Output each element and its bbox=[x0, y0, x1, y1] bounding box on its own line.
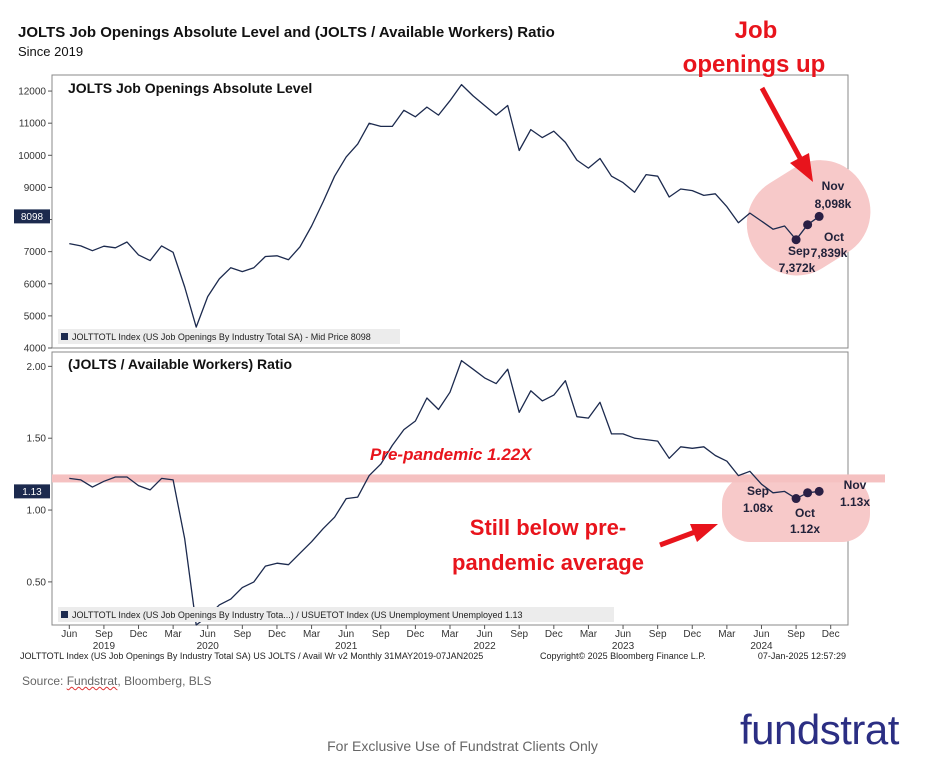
x-year-label: 2023 bbox=[612, 641, 635, 652]
arrow-job-head bbox=[790, 153, 813, 182]
source-note: Source: Fundstrat, Bloomberg, BLS bbox=[22, 674, 211, 688]
disclaimer: For Exclusive Use of Fundstrat Clients O… bbox=[327, 738, 598, 754]
arrow-job-shaft bbox=[759, 86, 803, 160]
x-tick-label: Dec bbox=[406, 629, 424, 640]
y-tick-label: 4000 bbox=[24, 344, 47, 355]
x-tick-label: Jun bbox=[200, 629, 216, 640]
annotation-job-line1: Job bbox=[735, 17, 778, 44]
label-sep-value: 7,372k bbox=[779, 261, 816, 275]
x-tick-label: Mar bbox=[303, 629, 321, 640]
annotation-job-line2: openings up bbox=[683, 51, 826, 78]
x-tick-label: Dec bbox=[822, 629, 840, 640]
last-value-tag-bottom: 1.13 bbox=[22, 487, 42, 498]
highlight-dot-sep bbox=[791, 235, 801, 245]
y-tick-label: 11000 bbox=[19, 119, 47, 130]
x-tick-label: Sep bbox=[649, 629, 667, 640]
series-line-job-openings bbox=[69, 83, 820, 328]
y-tick-label: 1.00 bbox=[27, 506, 47, 517]
pre-pandemic-band bbox=[52, 474, 885, 483]
highlight-dot-oct bbox=[803, 220, 813, 230]
x-tick-label: Sep bbox=[233, 629, 251, 640]
legend-top-bg bbox=[58, 329, 400, 344]
label-oct-month: Oct bbox=[795, 506, 815, 520]
x-tick-label: Dec bbox=[130, 629, 148, 640]
series-line-ratio bbox=[69, 359, 820, 626]
label-nov-value: 1.13x bbox=[840, 495, 870, 509]
annotation-below-line2: pandemic average bbox=[452, 550, 644, 575]
arrow-below-head bbox=[690, 524, 718, 542]
x-year-label: 2022 bbox=[473, 641, 496, 652]
y-tick-label: 9000 bbox=[24, 183, 47, 194]
x-tick-label: Jun bbox=[338, 629, 354, 640]
legend-bottom-swatch bbox=[61, 611, 68, 618]
label-sep-month: Sep bbox=[788, 244, 810, 258]
x-year-label: 2019 bbox=[93, 641, 116, 652]
x-tick-label: Mar bbox=[441, 629, 459, 640]
footer-left: JOLTTOTL Index (US Job Openings By Indus… bbox=[20, 651, 483, 661]
highlight-blob-top bbox=[746, 160, 871, 276]
page-title: JOLTS Job Openings Absolute Level and (J… bbox=[18, 24, 555, 41]
x-tick-label: Sep bbox=[787, 629, 805, 640]
x-tick-label: Mar bbox=[165, 629, 183, 640]
arrow-below-shaft bbox=[659, 529, 696, 548]
annotation-below-line1: Still below pre- bbox=[470, 515, 626, 540]
x-tick-label: Jun bbox=[61, 629, 77, 640]
y-tick-label: 6000 bbox=[24, 279, 47, 290]
x-tick-label: Sep bbox=[95, 629, 113, 640]
label-oct-value: 1.12x bbox=[790, 522, 820, 536]
y-tick-label: 0.50 bbox=[27, 577, 47, 588]
y-tick-label: 12000 bbox=[18, 87, 46, 98]
x-tick-label: Dec bbox=[268, 629, 286, 640]
y-tick-label: 5000 bbox=[24, 311, 47, 322]
label-oct-value: 7,839k bbox=[811, 246, 848, 260]
legend-top-swatch bbox=[61, 333, 68, 340]
x-year-label: 2020 bbox=[197, 641, 220, 652]
highlight-blob-bottom bbox=[722, 476, 870, 542]
x-tick-label: Dec bbox=[545, 629, 563, 640]
y-tick-label: 1.50 bbox=[27, 434, 47, 445]
highlight-dot-nov bbox=[814, 211, 824, 221]
source-prefix: Source: bbox=[22, 674, 67, 688]
panel1-frame bbox=[51, 74, 849, 349]
y-tick-label: 2.00 bbox=[27, 362, 47, 373]
panel2-title: (JOLTS / Available Workers) Ratio bbox=[68, 356, 292, 372]
footer-right: 07-Jan-2025 12:57:29 bbox=[758, 651, 846, 661]
y-tick-label: 7000 bbox=[24, 247, 47, 258]
pre-pandemic-label: Pre-pandemic 1.22X bbox=[370, 445, 533, 464]
x-tick-label: Mar bbox=[580, 629, 598, 640]
label-nov-value: 8,098k bbox=[815, 197, 852, 211]
x-tick-label: Jun bbox=[477, 629, 493, 640]
label-sep-month: Sep bbox=[747, 484, 769, 498]
highlight-dot-sep bbox=[791, 494, 801, 504]
footer-middle: Copyright© 2025 Bloomberg Finance L.P. bbox=[540, 651, 706, 661]
x-year-label: 2024 bbox=[750, 641, 773, 652]
page-subtitle: Since 2019 bbox=[18, 44, 84, 59]
last-value-tag-top-box bbox=[14, 209, 50, 224]
source-rest: , Bloomberg, BLS bbox=[117, 674, 212, 688]
label-nov-month: Nov bbox=[844, 478, 867, 492]
x-tick-label: Sep bbox=[372, 629, 390, 640]
source-fundstrat: Fundstrat bbox=[66, 674, 118, 688]
x-tick-label: Mar bbox=[718, 629, 736, 640]
label-oct-month: Oct bbox=[824, 230, 844, 244]
x-tick-label: Jun bbox=[615, 629, 631, 640]
x-tick-label: Jun bbox=[753, 629, 769, 640]
x-tick-label: Dec bbox=[683, 629, 701, 640]
panel1-title: JOLTS Job Openings Absolute Level bbox=[68, 80, 312, 96]
legend-bottom: JOLTTOTL Index (US Job Openings By Indus… bbox=[72, 610, 523, 620]
highlight-dot-nov bbox=[814, 486, 824, 496]
last-value-tag-top: 8098 bbox=[21, 212, 44, 223]
legend-bottom-bg bbox=[58, 607, 614, 622]
label-sep-value: 1.08x bbox=[743, 501, 773, 515]
label-nov-month: Nov bbox=[822, 179, 845, 193]
x-tick-label: Sep bbox=[510, 629, 528, 640]
last-value-tag-bottom-box bbox=[14, 484, 50, 499]
jolts-chart: 1200011000100009000800070006000500040002… bbox=[14, 17, 885, 661]
legend-top: JOLTTOTL Index (US Job Openings By Indus… bbox=[72, 332, 371, 342]
x-year-label: 2021 bbox=[335, 641, 358, 652]
y-tick-label: 10000 bbox=[18, 151, 46, 162]
fundstrat-logo: fundstrat bbox=[740, 706, 899, 753]
highlight-dot-oct bbox=[803, 488, 813, 498]
